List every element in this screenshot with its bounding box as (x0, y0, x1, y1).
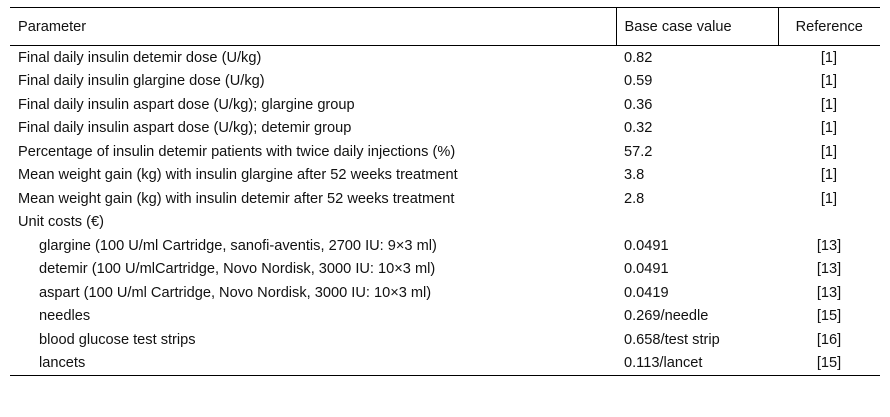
parameter-cell: blood glucose test strips (39, 331, 196, 348)
table-row: Mean weight gain (kg) with insulin detem… (10, 187, 880, 211)
value-cell: 3.8 (624, 167, 645, 184)
parameter-cell: lancets (10, 351, 616, 376)
value-cell: 57.2 (624, 143, 653, 160)
parameter-cell: needles (39, 308, 91, 325)
parameter-table-container: Parameter Base case value Reference Fina… (10, 7, 880, 376)
table-row: glargine (100 U/ml Cartridge, sanofi-ave… (10, 234, 880, 258)
reference-cell: [15] (778, 351, 880, 376)
parameter-cell: Final daily insulin aspart dose (U/kg); … (18, 96, 355, 113)
header-reference: Reference (777, 7, 880, 46)
reference-cell: [16] (816, 331, 842, 348)
reference-cell: [1] (820, 73, 838, 90)
value-cell: 0.0419 (624, 284, 669, 301)
value-cell: 0.113/lancet (616, 351, 778, 376)
table-row-section: Unit costs (€) (10, 211, 880, 235)
reference-cell: [13] (816, 237, 842, 254)
value-cell: 0.59 (624, 73, 653, 90)
parameter-table: Parameter Base case value Reference Fina… (10, 7, 880, 376)
table-row: blood glucose test strips 0.658/test str… (10, 328, 880, 352)
table-row: Final daily insulin glargine dose (U/kg)… (10, 70, 880, 94)
reference-cell: [1] (820, 96, 838, 113)
parameter-cell: glargine (100 U/ml Cartridge, sanofi-ave… (39, 237, 437, 254)
reference-cell (778, 211, 880, 235)
table-row: Final daily insulin aspart dose (U/kg); … (10, 93, 880, 117)
section-label-cell: Unit costs (€) (18, 214, 104, 231)
reference-cell: [1] (820, 49, 838, 66)
table-row: Final daily insulin aspart dose (U/kg); … (10, 117, 880, 141)
parameter-cell: Final daily insulin aspart dose (U/kg); … (18, 120, 352, 137)
reference-cell: [15] (816, 308, 842, 325)
value-cell: 0.36 (624, 96, 653, 113)
table-header: Parameter Base case value Reference (10, 7, 880, 46)
table-row: aspart (100 U/ml Cartridge, Novo Nordisk… (10, 281, 880, 305)
table-row: Mean weight gain (kg) with insulin glarg… (10, 164, 880, 188)
value-cell: 0.269/needle (624, 308, 709, 325)
value-cell: 2.8 (624, 190, 645, 207)
table-row: Final daily insulin detemir dose (U/kg) … (10, 46, 880, 70)
parameter-cell: aspart (100 U/ml Cartridge, Novo Nordisk… (39, 284, 432, 301)
reference-cell: [1] (820, 120, 838, 137)
value-cell: 0.0491 (624, 261, 669, 278)
table-row: detemir (100 U/mlCartridge, Novo Nordisk… (10, 258, 880, 282)
value-cell (616, 211, 778, 235)
value-cell: 0.32 (624, 120, 653, 137)
table-body: Final daily insulin detemir dose (U/kg) … (10, 46, 880, 376)
reference-cell: [1] (820, 167, 838, 184)
parameter-cell: Final daily insulin glargine dose (U/kg) (18, 73, 265, 90)
value-cell: 0.658/test strip (624, 331, 720, 348)
value-cell: 0.0491 (624, 237, 669, 254)
reference-cell: [1] (820, 190, 838, 207)
parameter-cell: detemir (100 U/mlCartridge, Novo Nordisk… (39, 261, 436, 278)
parameter-cell: Mean weight gain (kg) with insulin detem… (18, 190, 455, 207)
parameter-cell: Mean weight gain (kg) with insulin glarg… (18, 167, 458, 184)
table-row: needles 0.269/needle [15] (10, 305, 880, 329)
header-row: Parameter Base case value Reference (10, 7, 880, 46)
header-base-case-value: Base case value (615, 7, 778, 46)
table-row: Percentage of insulin detemir patients w… (10, 140, 880, 164)
parameter-cell: Percentage of insulin detemir patients w… (18, 143, 456, 160)
value-cell: 0.82 (624, 49, 653, 66)
header-parameter: Parameter (10, 7, 616, 46)
reference-cell: [13] (816, 284, 842, 301)
parameter-cell: Final daily insulin detemir dose (U/kg) (18, 49, 262, 66)
table-row: lancets 0.113/lancet [15] (10, 351, 880, 376)
reference-cell: [1] (820, 143, 838, 160)
reference-cell: [13] (816, 261, 842, 278)
